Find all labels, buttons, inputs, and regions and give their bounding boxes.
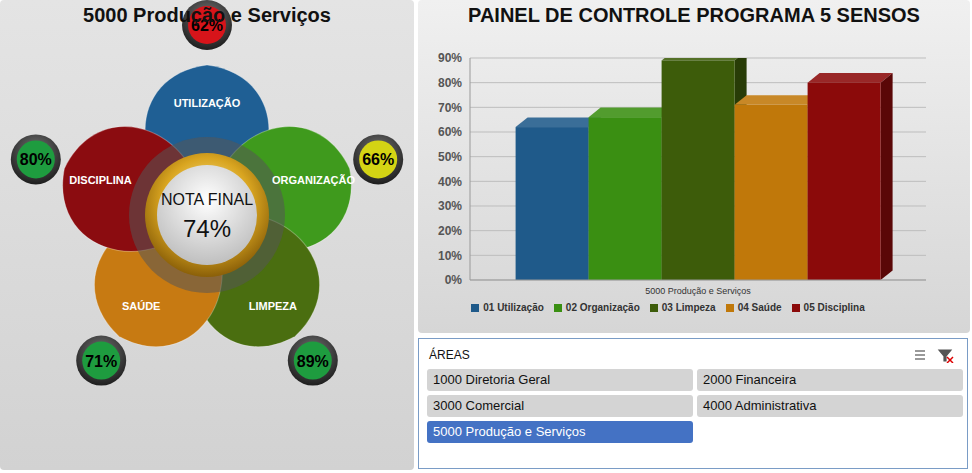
- svg-text:20%: 20%: [438, 224, 462, 238]
- svg-text:10%: 10%: [438, 249, 462, 263]
- svg-text:70%: 70%: [438, 101, 462, 115]
- svg-text:89%: 89%: [297, 353, 329, 370]
- svg-text:80%: 80%: [438, 76, 462, 90]
- svg-text:0%: 0%: [445, 273, 463, 287]
- svg-text:NOTA FINAL: NOTA FINAL: [161, 191, 253, 208]
- svg-text:71%: 71%: [85, 353, 117, 370]
- svg-text:40%: 40%: [438, 175, 462, 189]
- svg-text:5000 Produção e Serviços: 5000 Produção e Serviços: [645, 286, 751, 296]
- svg-text:LIMPEZA: LIMPEZA: [249, 300, 297, 312]
- svg-text:SAÚDE: SAÚDE: [122, 300, 161, 312]
- svg-text:DISCIPLINA: DISCIPLINA: [69, 174, 131, 186]
- svg-text:30%: 30%: [438, 199, 462, 213]
- svg-text:74%: 74%: [183, 215, 231, 242]
- svg-text:ORGANIZAÇÃO: ORGANIZAÇÃO: [272, 174, 356, 186]
- svg-text:UTILIZAÇÃO: UTILIZAÇÃO: [174, 97, 241, 109]
- svg-text:50%: 50%: [438, 150, 462, 164]
- svg-text:60%: 60%: [438, 125, 462, 139]
- svg-text:62%: 62%: [191, 17, 223, 34]
- svg-text:80%: 80%: [20, 151, 52, 168]
- svg-text:90%: 90%: [438, 51, 462, 65]
- svg-text:66%: 66%: [362, 151, 394, 168]
